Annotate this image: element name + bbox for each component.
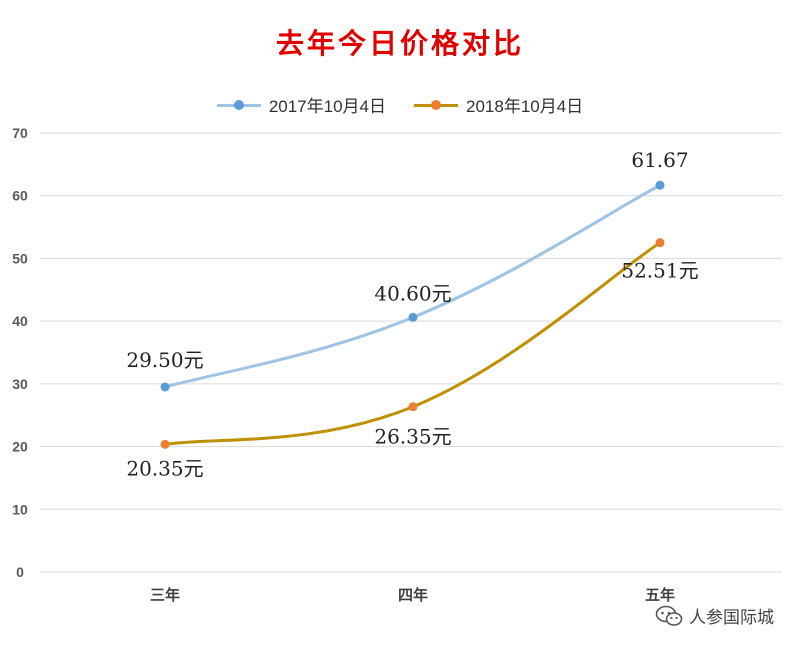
y-tick-label: 70 [12,125,28,141]
data-point-series-1 [655,180,665,190]
watermark: 人参国际城 [655,603,774,628]
series-line-2 [163,241,662,446]
y-tick-label: 20 [12,439,28,455]
data-point-series-2 [160,439,170,449]
legend-swatch-series-1 [216,99,261,110]
legend: 2017年10月4日 2018年10月4日 [0,92,800,117]
y-tick-label: 40 [12,313,28,329]
wechat-icon [655,605,683,626]
watermark-text: 人参国际城 [689,608,774,628]
y-tick-label: 30 [12,376,28,392]
data-labels: 29.50元 40.60元 61.67 20.35元 26.35元 52.51元 [126,148,698,480]
data-label-series-2: 20.35元 [126,456,203,480]
legend-item-series-1: 2017年10月4日 [216,92,386,117]
data-label-series-2: 52.51元 [621,259,698,283]
gridlines [40,132,782,573]
y-tick-label: 0 [16,564,24,580]
y-tick-label: 50 [12,250,28,266]
y-axis-ticks: 0 10 20 30 40 50 60 70 [12,125,28,580]
x-category-label: 三年 [150,586,180,604]
legend-item-series-2: 2018年10月4日 [414,92,583,117]
data-label-series-1: 29.50元 [126,348,203,372]
series-markers [160,180,665,449]
data-label-series-2: 26.35元 [374,425,451,449]
series-lines [163,183,662,446]
y-tick-label: 10 [12,501,28,517]
data-label-series-1: 61.67 [631,148,688,172]
data-point-series-2 [408,402,418,412]
x-category-label: 五年 [645,586,675,604]
legend-label-series-1: 2017年10月4日 [268,97,386,116]
data-point-series-1 [160,382,170,392]
y-tick-label: 60 [12,188,28,204]
data-point-series-2 [655,238,665,248]
legend-swatch-series-2 [414,99,458,110]
x-axis-categories: 三年 四年 五年 [150,586,675,604]
legend-label-series-2: 2018年10月4日 [466,97,584,116]
x-category-label: 四年 [398,586,428,604]
chart-title: 去年今日价格对比 [275,27,524,60]
data-label-series-1: 40.60元 [374,281,451,305]
data-point-series-1 [408,312,418,322]
series-line-1 [163,183,662,389]
